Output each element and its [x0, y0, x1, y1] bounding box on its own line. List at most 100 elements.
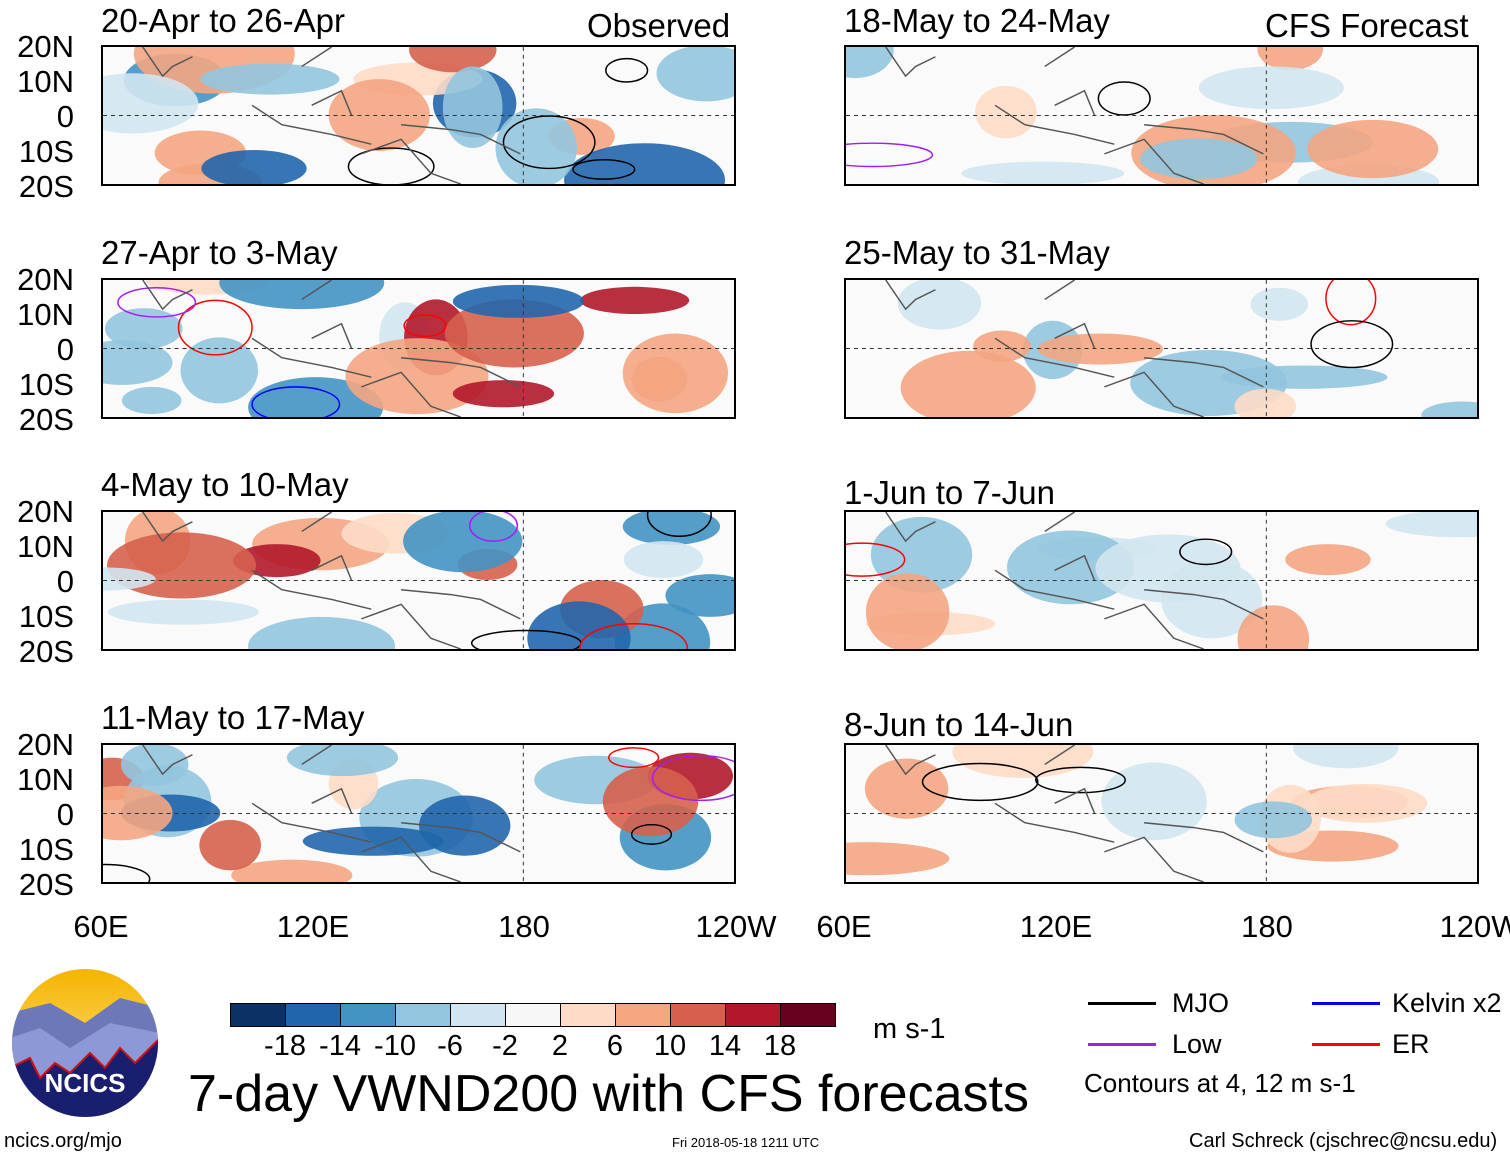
contour-line	[846, 142, 934, 168]
contour-line	[251, 386, 341, 417]
observed-label: Observed	[587, 7, 731, 44]
anomaly-shading	[121, 386, 182, 415]
colorbar-swatch	[671, 1004, 726, 1026]
y-tick-label: 0	[56, 797, 74, 832]
map-panel	[101, 45, 736, 186]
coastline	[885, 280, 1264, 417]
anomaly-shading	[1421, 401, 1477, 417]
colorbar-swatch	[561, 1004, 616, 1026]
colorbar-swatch	[341, 1004, 396, 1026]
svg-text:NCICS: NCICS	[45, 1068, 126, 1098]
contour-line	[177, 299, 253, 356]
y-tick-label: 0	[56, 99, 74, 134]
colorbar-swatch	[396, 1004, 451, 1026]
anomaly-shading	[865, 573, 950, 649]
contour-line	[605, 57, 649, 83]
anomaly-shading	[345, 338, 489, 415]
contour-line	[1310, 320, 1394, 369]
contour-line	[103, 863, 151, 882]
coastline	[142, 280, 521, 417]
anomaly-shading	[103, 785, 173, 841]
contour-line	[646, 512, 712, 538]
anomaly-shading	[622, 512, 721, 546]
anomaly-shading	[656, 47, 734, 102]
y-tick-label: 10S	[18, 832, 74, 867]
colorbar-tick-label: -10	[374, 1030, 416, 1062]
contour-line	[347, 147, 435, 184]
anomaly-shading	[248, 616, 396, 649]
anomaly-shading	[846, 842, 950, 876]
y-tick-label: 10N	[17, 64, 74, 99]
legend-label-er: ER	[1392, 1029, 1430, 1059]
anomaly-shading	[1234, 801, 1313, 839]
anomaly-shading	[1198, 66, 1344, 110]
coastline	[142, 745, 521, 882]
panel-title: 1-Jun to 7-Jun	[844, 474, 1055, 511]
y-tick-label: 20S	[18, 634, 74, 669]
x-tick-label: 120W	[1439, 909, 1510, 944]
anomaly-shading	[219, 280, 385, 310]
anomaly-shading	[564, 143, 726, 184]
y-tick-label: 20N	[17, 727, 74, 762]
anomaly-shading	[1385, 512, 1477, 538]
coastline	[885, 745, 1264, 882]
y-tick-label: 20N	[17, 262, 74, 297]
contour-line	[846, 542, 906, 577]
anomaly-shading	[103, 340, 173, 385]
contour-line	[651, 754, 734, 802]
colorbar-swatch	[616, 1004, 671, 1026]
anomaly-shading	[602, 766, 699, 837]
anomaly-shading	[328, 79, 430, 151]
forecast-label: CFS Forecast	[1265, 7, 1469, 44]
x-tick-label: 60E	[73, 909, 129, 944]
panel-title: 11-May to 17-May	[101, 699, 365, 736]
contour-line	[630, 823, 673, 845]
anomaly-shading	[1234, 388, 1297, 417]
anomaly-shading	[286, 745, 399, 777]
legend-line-low	[1088, 1043, 1156, 1046]
anomaly-shading	[495, 108, 577, 184]
contour-line	[579, 623, 689, 649]
map-panel	[844, 743, 1479, 884]
map-panel	[844, 278, 1479, 419]
coastline	[885, 47, 1264, 184]
anomaly-shading	[103, 73, 199, 134]
y-tick-label: 10N	[17, 529, 74, 564]
anomaly-shading	[952, 745, 1094, 779]
anomaly-shading	[452, 284, 584, 318]
legend-label-low: Low	[1172, 1029, 1222, 1059]
y-tick-label: 20S	[18, 402, 74, 437]
panel-title: 4-May to 10-May	[101, 466, 349, 503]
y-tick-label: 10N	[17, 297, 74, 332]
y-tick-label: 10S	[18, 367, 74, 402]
anomaly-shading	[631, 356, 688, 402]
map-panel	[844, 45, 1479, 186]
colorbar-tick-label: -18	[264, 1030, 306, 1062]
legend-label-mjo: MJO	[1172, 988, 1229, 1018]
x-tick-label: 180	[1241, 909, 1293, 944]
panel-title: 8-Jun to 14-Jun	[844, 706, 1074, 743]
colorbar-swatch	[506, 1004, 561, 1026]
y-tick-label: 10S	[18, 599, 74, 634]
contour-note: Contours at 4, 12 m s-1	[1084, 1068, 1356, 1098]
anomaly-shading	[1095, 534, 1241, 603]
contour-line	[1325, 280, 1377, 326]
x-tick-label: 120W	[695, 909, 777, 944]
anomaly-shading	[527, 601, 631, 649]
footer-timestamp: Fri 2018-05-18 1211 UTC	[672, 1135, 820, 1150]
anomaly-shading	[1250, 287, 1309, 321]
anomaly-shading	[1220, 365, 1388, 389]
anomaly-shading	[961, 161, 1125, 184]
anomaly-shading	[409, 47, 497, 73]
y-tick-label: 10N	[17, 762, 74, 797]
x-tick-label: 60E	[816, 909, 872, 944]
panel-title: 20-Apr to 26-Apr	[101, 2, 345, 39]
anomaly-shading	[1293, 745, 1399, 769]
colorbar	[230, 1003, 836, 1027]
anomaly-shading	[1037, 333, 1163, 365]
contour-line	[468, 512, 519, 542]
x-tick-label: 180	[498, 909, 550, 944]
anomaly-shading	[444, 299, 584, 368]
x-tick-label: 120E	[1019, 909, 1093, 944]
anomaly-shading	[442, 66, 503, 149]
